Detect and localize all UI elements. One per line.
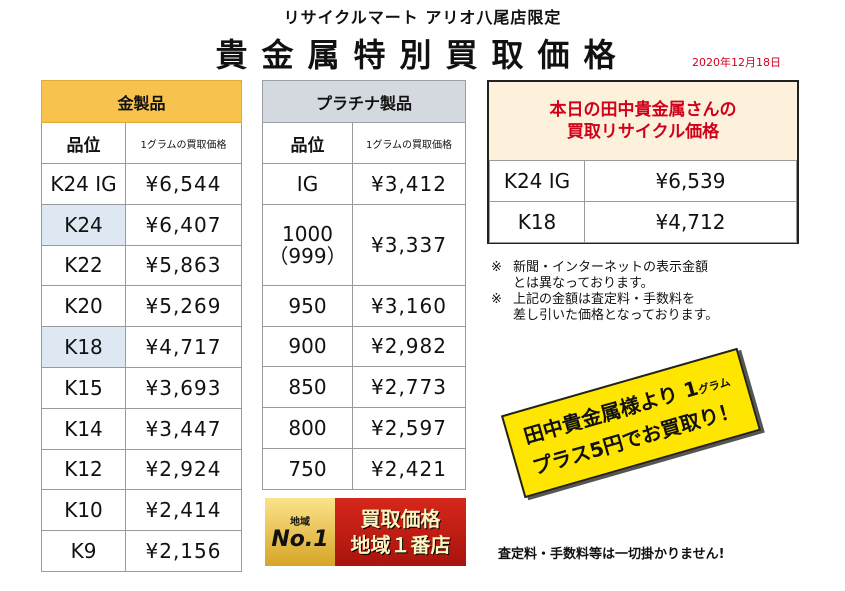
price-cell: ¥4,712 — [584, 201, 797, 243]
price-cell: ¥2,773 — [352, 366, 466, 409]
today-caption: 本日の田中貴金属さんの 買取リサイクル価格 — [489, 82, 797, 160]
table-row: K15 ¥3,693 — [41, 366, 242, 409]
note-mark: ※ — [491, 292, 502, 307]
table-row: K10 ¥2,414 — [41, 489, 242, 532]
grade-cell: K9 — [41, 530, 126, 572]
badge-no1: No.1 — [271, 526, 329, 552]
grade-cell: K14 — [41, 407, 126, 450]
table-row: K14 ¥3,447 — [41, 407, 242, 450]
grade-cell: K10 — [41, 489, 126, 532]
platinum-caption: プラチナ製品 — [262, 80, 466, 123]
grade-cell: K12 — [41, 448, 126, 491]
price-cell: ¥2,421 — [352, 447, 466, 490]
badge-text: 買取価格 地域１番店 — [335, 506, 466, 558]
grade-cell: K24 IG — [41, 163, 126, 205]
today-caption-line-1: 本日の田中貴金属さんの — [549, 100, 737, 120]
note-line: とは異なっております。 — [513, 276, 654, 291]
gold-price-table: 金製品 品位 1グラムの買取価格 K24 IG ¥6,544 K24 ¥6,40… — [41, 80, 242, 572]
note-mark: ※ — [491, 260, 502, 275]
grade-cell: K24 IG — [489, 160, 585, 202]
price-cell: ¥5,269 — [125, 285, 242, 328]
note-line: 上記の金額は査定料・手数料を — [513, 292, 696, 307]
note-line: 新聞・インターネットの表示金額 — [513, 260, 709, 275]
today-caption-line-2: 買取リサイクル価格 — [566, 122, 720, 142]
price-cell: ¥4,717 — [125, 326, 242, 368]
grade-cell: K22 — [41, 244, 126, 287]
grade-cell: K24 — [41, 203, 126, 246]
platinum-col-grade: 品位 — [262, 122, 353, 164]
gold-col-grade: 品位 — [41, 122, 126, 164]
table-row: IG ¥3,412 — [262, 163, 466, 205]
table-row: K22 ¥5,863 — [41, 244, 242, 287]
grade-cell: 1000 （999） — [262, 203, 353, 286]
badge-line-2: 地域１番店 — [350, 533, 451, 557]
price-cell: ¥3,160 — [352, 284, 466, 327]
note-item: ※ 上記の金額は査定料・手数料を 差し引いた価格となっております。 — [491, 292, 718, 324]
table-row: 750 ¥2,421 — [262, 447, 466, 490]
promo-stamp: 田中貴金属様より 1グラム プラス5円でお買取り！ — [500, 347, 762, 499]
table-row: K20 ¥5,269 — [41, 285, 242, 328]
price-cell: ¥3,337 — [352, 203, 466, 286]
grade-line-2: （999） — [268, 243, 347, 268]
grade-cell: 950 — [262, 284, 353, 327]
gold-col-price: 1グラムの買取価格 — [125, 122, 242, 164]
page-title: 貴金属特別買取価格 — [215, 36, 630, 74]
grade-cell: 750 — [262, 447, 353, 490]
price-cell: ¥3,412 — [352, 163, 466, 205]
gold-caption: 金製品 — [41, 80, 242, 123]
grade-cell: IG — [262, 163, 353, 205]
table-row: K24 ¥6,407 — [41, 203, 242, 246]
grade-cell: K20 — [41, 285, 126, 328]
grade-cell: 900 — [262, 325, 353, 368]
grade-cell: 850 — [262, 366, 353, 409]
grade-cell: 800 — [262, 407, 353, 449]
grade-cell: K18 — [41, 326, 126, 368]
grade-line-1: 1000 — [282, 221, 333, 246]
price-cell: ¥2,156 — [125, 530, 242, 572]
today-price-box: 本日の田中貴金属さんの 買取リサイクル価格 K24 IG ¥6,539 K18 … — [487, 80, 799, 244]
platinum-price-table: プラチナ製品 品位 1グラムの買取価格 IG ¥3,412 1000 （999）… — [262, 80, 466, 490]
table-row: K9 ¥2,156 — [41, 530, 242, 572]
price-cell: ¥2,924 — [125, 448, 242, 491]
no1-emblem: 地域 No.1 — [265, 498, 335, 566]
footer-note: 査定料・手数料等は一切掛かりません! — [498, 547, 725, 562]
region-no1-badge: 地域 No.1 買取価格 地域１番店 — [265, 498, 466, 566]
today-price-table: K24 IG ¥6,539 K18 ¥4,712 — [489, 160, 797, 243]
table-row: 800 ¥2,597 — [262, 407, 466, 449]
note-line: 差し引いた価格となっております。 — [513, 308, 719, 323]
table-row: 900 ¥2,982 — [262, 325, 466, 368]
price-cell: ¥6,544 — [125, 163, 242, 205]
store-name: リサイクルマート アリオ八尾店限定 — [283, 8, 562, 27]
price-cell: ¥2,414 — [125, 489, 242, 532]
table-row: K18 ¥4,717 — [41, 326, 242, 368]
price-cell: ¥2,597 — [352, 407, 466, 449]
badge-region: 地域 — [290, 516, 310, 528]
table-row: K24 IG ¥6,539 — [489, 160, 797, 202]
notes: ※ 新聞・インターネットの表示金額 とは異なっております。 ※ 上記の金額は査定… — [491, 260, 718, 324]
platinum-col-price: 1グラムの買取価格 — [352, 122, 466, 164]
price-cell: ¥6,539 — [584, 160, 797, 202]
promo-unit: グラム — [696, 375, 732, 397]
table-row: 1000 （999） ¥3,337 — [262, 203, 466, 286]
price-cell: ¥2,982 — [352, 325, 466, 368]
table-row: K18 ¥4,712 — [489, 201, 797, 243]
table-row: K12 ¥2,924 — [41, 448, 242, 491]
grade-cell: K18 — [489, 201, 585, 243]
price-cell: ¥3,693 — [125, 366, 242, 409]
table-row: 950 ¥3,160 — [262, 284, 466, 327]
grade-cell: K15 — [41, 366, 126, 409]
price-cell: ¥6,407 — [125, 203, 242, 246]
badge-line-1: 買取価格 — [360, 507, 441, 531]
table-row: 850 ¥2,773 — [262, 366, 466, 409]
table-row: K24 IG ¥6,544 — [41, 163, 242, 205]
date-label: 2020年12月18日 — [692, 56, 781, 69]
price-cell: ¥5,863 — [125, 244, 242, 287]
price-cell: ¥3,447 — [125, 407, 242, 450]
note-item: ※ 新聞・インターネットの表示金額 とは異なっております。 — [491, 260, 718, 292]
